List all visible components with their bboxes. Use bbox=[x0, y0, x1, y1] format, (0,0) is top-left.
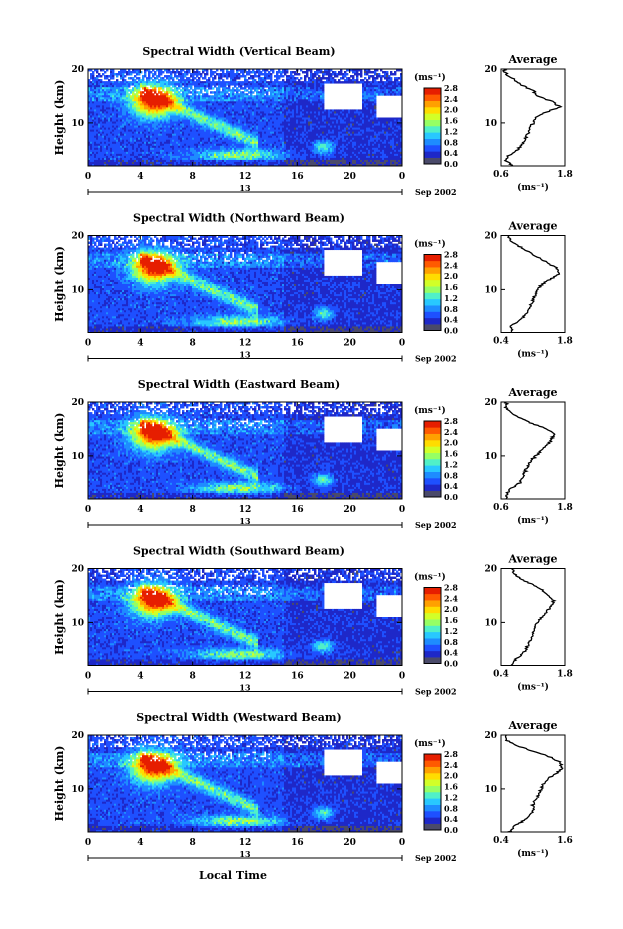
heatmap-cell bbox=[298, 73, 300, 75]
heatmap-cell bbox=[394, 73, 396, 75]
heatmap-cell bbox=[238, 77, 240, 79]
panel-title: Spectral Width (Vertical Beam) bbox=[142, 45, 335, 58]
heatmap-cell bbox=[360, 75, 362, 77]
heatmap-cell bbox=[100, 75, 102, 77]
heatmap-cell bbox=[282, 75, 284, 77]
heatmap-cell bbox=[226, 77, 228, 79]
heatmap-cell bbox=[112, 77, 114, 79]
heatmap-cell bbox=[116, 75, 118, 77]
heatmap-cell bbox=[130, 73, 132, 75]
panel-1: Spectral Width (Vertical Beam)0 4 8 12 16 20 0… bbox=[53, 45, 573, 197]
spectral-width-figure: Spectral Width (Vertical Beam)0 4 8 12 16 20 0… bbox=[0, 0, 623, 929]
heatmap bbox=[88, 69, 402, 166]
heatmap-cell bbox=[138, 73, 140, 75]
heatmap-cell bbox=[336, 75, 338, 77]
